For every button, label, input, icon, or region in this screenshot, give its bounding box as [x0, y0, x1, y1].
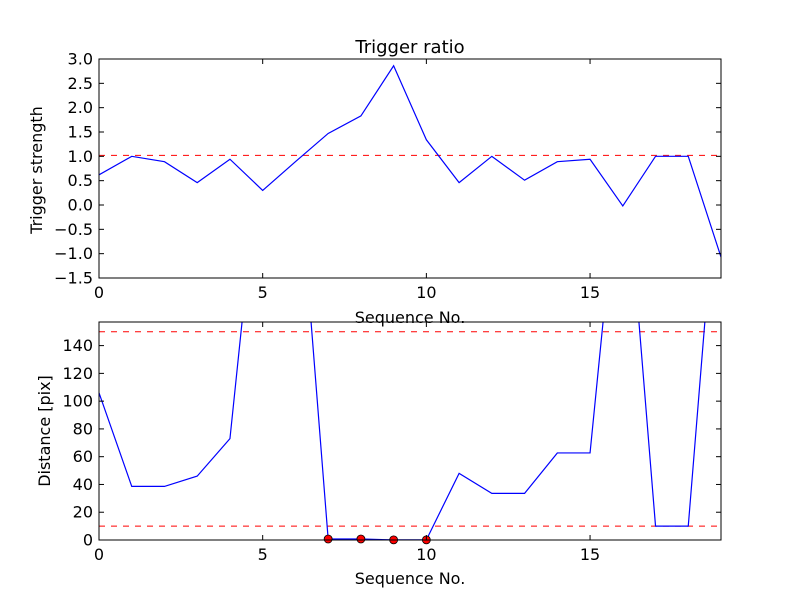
y-tick-label: 100 — [62, 392, 93, 411]
x-tick-label: 5 — [258, 545, 268, 564]
x-tick-label: 15 — [580, 545, 600, 564]
subplot-distance: Sequence No. Distance [pix] 0 5 10 15 0 20 40 6… — [35, 321, 722, 588]
y-tick-label: 80 — [73, 419, 93, 438]
x-tick-label: 5 — [258, 283, 268, 302]
plot-area-distance: 0 5 10 15 0 20 40 60 80 100 120 140 — [62, 321, 722, 564]
plot-area-trigger-ratio: 0 5 10 15 −1.5 −1.0 −0.5 0.0 0.5 1.0 1.5 2.0 2.5 3.0 — [54, 50, 722, 302]
y-tick-label: 20 — [73, 503, 93, 522]
data-marker — [356, 534, 366, 544]
x-axis-label: Sequence No. — [355, 569, 466, 588]
y-tick-label: 0.0 — [68, 196, 93, 215]
y-tick-label: 0 — [83, 531, 93, 550]
series-line — [99, 64, 721, 258]
x-axis-label: Sequence No. — [355, 308, 466, 327]
subplot-trigger-ratio: Trigger ratio Sequence No. Trigger stren… — [27, 37, 722, 327]
x-tick-label: 10 — [416, 545, 436, 564]
y-tick-label: −1.5 — [54, 269, 93, 288]
y-axis-label: Trigger strength — [27, 106, 46, 235]
y-tick-label: −0.5 — [54, 220, 93, 239]
x-tick-label: 10 — [416, 283, 436, 302]
y-tick-label: 120 — [62, 364, 93, 383]
plot-content — [99, 64, 721, 258]
y-tick-label: 0.5 — [68, 171, 93, 190]
chart-title: Trigger ratio — [354, 37, 464, 58]
y-tick-label: 1.5 — [68, 123, 93, 142]
y-tick-label: 140 — [62, 336, 93, 355]
y-axis-label: Distance [pix] — [35, 375, 54, 487]
x-tick-label: 0 — [94, 545, 104, 564]
y-tick-label: 2.5 — [68, 74, 93, 93]
y-tick-label: 1.0 — [68, 147, 93, 166]
y-tick-label: 40 — [73, 475, 93, 494]
axes-frame — [98, 321, 722, 541]
axes-frame — [98, 58, 722, 279]
data-marker — [323, 534, 333, 544]
y-tick-label: −1.0 — [54, 244, 93, 263]
x-tick-label: 0 — [94, 283, 104, 302]
y-tick-label: 2.0 — [68, 98, 93, 117]
y-tick-label: 60 — [73, 447, 93, 466]
y-tick-label: 3.0 — [68, 50, 93, 69]
x-tick-label: 15 — [580, 283, 600, 302]
